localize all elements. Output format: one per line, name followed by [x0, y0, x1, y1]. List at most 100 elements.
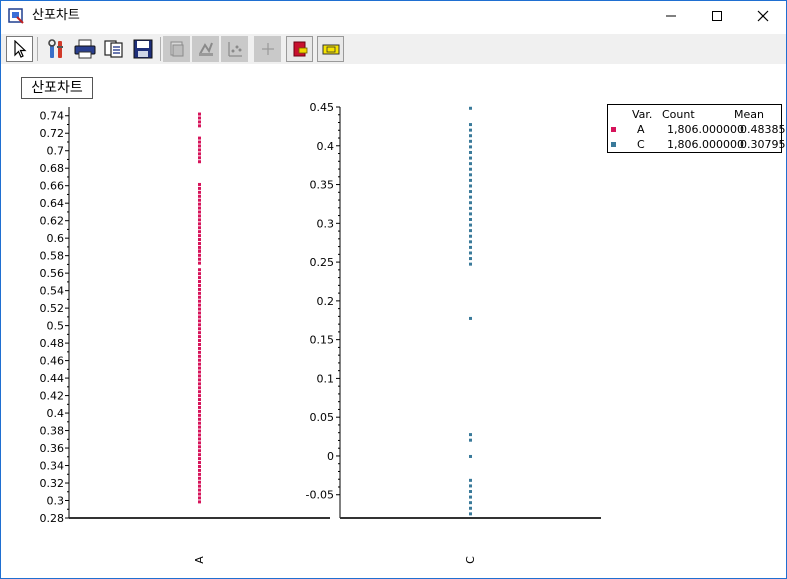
data-point [198, 358, 201, 362]
data-point [198, 222, 201, 226]
legend-count: 1,806.000000 [667, 123, 744, 136]
y-tick-label: 0.32 [40, 477, 65, 490]
legend: Var. Count Mean A 1,806.000000 0.48385 C… [607, 104, 786, 153]
y-tick-label: 0.64 [40, 197, 65, 210]
layers-icon [170, 41, 183, 57]
scatter-panel-c: -0.05 0 0.05 0.1 0.15 0.2 0.25 0.3 0.35 0.4 0.45 C [306, 101, 601, 564]
data-point [198, 464, 201, 468]
tool-red-button[interactable] [286, 36, 313, 62]
window-title: 산포차트 [32, 8, 80, 23]
y-tick-label: 0.4 [47, 407, 65, 420]
maximize-button[interactable] [694, 1, 740, 31]
data-point [198, 287, 201, 291]
data-point [198, 307, 201, 311]
data-point [198, 468, 201, 472]
save-button[interactable] [129, 36, 156, 62]
pointer-icon [13, 40, 27, 58]
data-point [198, 453, 201, 457]
data-point [469, 173, 472, 177]
data-point [198, 214, 201, 218]
data-point [469, 454, 472, 458]
scatter-points-c [469, 106, 472, 516]
toolbar-separator [160, 37, 161, 61]
y-tick-label: 0.28 [40, 512, 65, 525]
y-tick-label: 0.3 [317, 217, 335, 230]
data-point [198, 476, 201, 480]
close-button[interactable] [740, 1, 786, 31]
data-point [198, 350, 201, 354]
data-point [198, 283, 201, 287]
y-tick-label: 0.58 [40, 250, 65, 263]
data-point [198, 441, 201, 445]
legend-header-var: Var. [632, 108, 653, 121]
data-point [198, 331, 201, 335]
data-point [198, 120, 201, 124]
select-pointer-button[interactable] [6, 36, 33, 62]
data-point [198, 206, 201, 210]
close-icon [757, 10, 769, 22]
legend-row: C 1,806.000000 0.30795 [608, 137, 786, 152]
legend-var: A [637, 123, 645, 136]
data-point [469, 217, 472, 221]
data-point [198, 218, 201, 222]
data-point [469, 262, 472, 266]
data-point [469, 178, 472, 182]
data-point [198, 496, 201, 500]
data-point [198, 335, 201, 339]
data-point [469, 162, 472, 166]
legend-row: A 1,806.000000 0.48385 [608, 122, 786, 137]
data-point [198, 354, 201, 358]
title-bar[interactable]: 산포차트 [1, 1, 786, 31]
y-tick-label: 0.62 [40, 215, 65, 228]
maximize-icon [712, 11, 722, 21]
y-tick-label: 0.56 [40, 267, 65, 280]
data-point [198, 116, 201, 120]
data-point [198, 339, 201, 343]
data-point [469, 240, 472, 244]
data-point [198, 346, 201, 350]
data-point [198, 457, 201, 461]
properties-button[interactable] [42, 36, 69, 62]
y-tick-label: 0.25 [310, 256, 335, 269]
data-point [469, 229, 472, 233]
data-point [198, 144, 201, 148]
data-point [469, 195, 472, 199]
data-point [198, 480, 201, 484]
minimize-button[interactable] [648, 1, 694, 31]
y-tick-label: 0.42 [40, 390, 65, 403]
y-tick-label: 0.5 [47, 320, 65, 333]
data-point [469, 156, 472, 160]
x-category-label: A [193, 556, 206, 564]
data-point [198, 342, 201, 346]
data-point [198, 299, 201, 303]
tool-yellow-button[interactable] [317, 36, 344, 62]
data-point [198, 492, 201, 496]
copy-icon [103, 40, 123, 58]
data-point [469, 234, 472, 238]
tool-disabled-2-button[interactable] [192, 36, 219, 62]
tool-disabled-1-button[interactable] [163, 36, 190, 62]
scatter-panel-a: 0.28 0.3 0.32 0.34 0.36 0.38 0.4 0.42 0.44 0.46 0.… [40, 107, 330, 564]
y-tick-label: 0.52 [40, 302, 65, 315]
legend-mean: 0.30795 [740, 138, 786, 151]
y-tick-label: 0.36 [40, 442, 65, 455]
tool-disabled-4-button[interactable] [254, 36, 281, 62]
y-tick-label: 0.7 [47, 145, 65, 158]
data-point [198, 268, 201, 272]
y-tick-label: 0.46 [40, 355, 65, 368]
data-point [198, 461, 201, 465]
copy-button[interactable] [100, 36, 127, 62]
scatter-points-a [198, 112, 201, 504]
y-tick-label: 0.38 [40, 425, 65, 438]
print-button[interactable] [71, 36, 98, 62]
floppy-icon [133, 39, 152, 59]
tool-disabled-3-button[interactable] [221, 36, 248, 62]
data-point [198, 402, 201, 406]
data-point [198, 253, 201, 257]
y-tick-label: 0.68 [40, 162, 65, 175]
data-point [198, 257, 201, 261]
data-point [198, 323, 201, 327]
legend-header: Var. Count Mean [608, 107, 783, 122]
data-point [198, 445, 201, 449]
data-point [198, 156, 201, 160]
